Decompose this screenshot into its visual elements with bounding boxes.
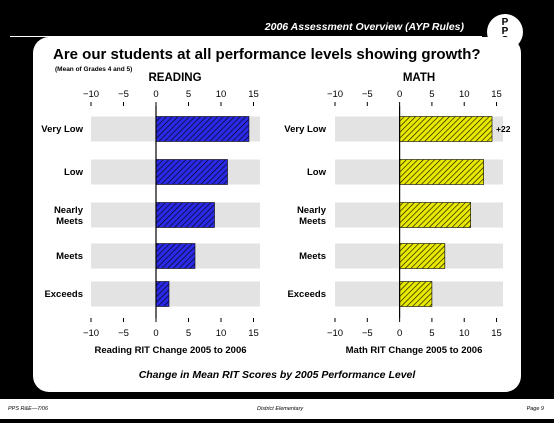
reading-tick-label-bottom-4: 10 — [216, 328, 227, 339]
math-chart: MATH −10 −10 −5 −5 0 0 5 5 10 10 15 15 +22 Very Low Low… — [284, 72, 510, 356]
math-category-label-0: Very Low — [284, 124, 326, 135]
reading-chart: READING −10 −10 −5 −5 0 0 5 5 10 10 15 15 Very Low Low… — [41, 72, 260, 356]
math-tick-label-top-4: 10 — [459, 89, 470, 100]
math-bar-1 — [399, 159, 484, 185]
math-tick-label-bottom-3: 5 — [429, 328, 434, 339]
reading-tick-label-bottom-5: 15 — [248, 328, 259, 339]
reading-tick-label-top-5: 15 — [248, 89, 259, 100]
reading-category-label-1: Low — [64, 167, 84, 178]
reading-bar-0 — [155, 116, 250, 142]
logo-letter-2: P — [501, 26, 509, 37]
chart-caption: Change in Mean RIT Scores by 2005 Perfor… — [139, 369, 417, 381]
math-bar-3 — [399, 243, 446, 269]
math-tick-label-top-2: 0 — [397, 89, 402, 100]
reading-tick-label-top-3: 5 — [186, 89, 191, 100]
math-category-label-4: Exceeds — [287, 289, 326, 300]
reading-tick-label-top-2: 0 — [153, 89, 158, 100]
footer-center: District Elementary — [257, 406, 304, 412]
math-category-label-2-line1: Nearly — [297, 205, 327, 216]
page-subtitle: (Mean of Grades 4 and 5) — [55, 66, 133, 73]
reading-category-label-0: Very Low — [41, 124, 83, 135]
math-bar-2 — [399, 202, 471, 228]
reading-tick-label-bottom-0: −10 — [83, 328, 99, 339]
reading-tick-label-bottom-2: 0 — [153, 328, 158, 339]
math-tick-label-bottom-0: −10 — [327, 328, 343, 339]
math-xlabel: Math RIT Change 2005 to 2006 — [346, 345, 483, 356]
math-tick-label-bottom-5: 15 — [491, 328, 502, 339]
math-bar-0 — [399, 116, 493, 142]
math-title: MATH — [403, 72, 435, 84]
reading-category-label-3: Meets — [56, 251, 83, 262]
math-bar-label-0: +22 — [496, 124, 511, 134]
footer-right: Page 9 — [526, 406, 544, 412]
header-title: 2006 Assessment Overview (AYP Rules) — [264, 21, 464, 33]
reading-bar-2 — [155, 202, 215, 228]
math-category-label-2-line2: Meets — [299, 216, 326, 227]
reading-tick-label-bottom-3: 5 — [186, 328, 191, 339]
math-tick-label-top-5: 15 — [491, 89, 502, 100]
reading-bar-3 — [155, 243, 196, 269]
reading-tick-label-top-1: −5 — [118, 89, 129, 100]
math-tick-label-top-0: −10 — [327, 89, 343, 100]
reading-bar-1 — [155, 159, 228, 185]
math-tick-label-top-1: −5 — [362, 89, 373, 100]
math-bar-4 — [399, 281, 433, 307]
footer: PPS R&E—7/06 District Elementary Page 9 — [0, 399, 554, 419]
math-category-label-3: Meets — [299, 251, 326, 262]
reading-tick-label-top-4: 10 — [216, 89, 227, 100]
reading-category-label-2-line1: Nearly — [54, 205, 84, 216]
footer-left: PPS R&E—7/06 — [8, 406, 49, 412]
math-tick-label-top-3: 5 — [429, 89, 434, 100]
reading-tick-label-bottom-1: −5 — [118, 328, 129, 339]
reading-xlabel: Reading RIT Change 2005 to 2006 — [94, 345, 246, 356]
header-rule — [10, 36, 482, 37]
reading-category-label-4: Exceeds — [44, 289, 83, 300]
math-tick-label-bottom-2: 0 — [397, 328, 402, 339]
math-category-label-1: Low — [307, 167, 327, 178]
reading-title: READING — [148, 72, 201, 84]
reading-bar-4 — [155, 281, 170, 307]
math-tick-label-bottom-4: 10 — [459, 328, 470, 339]
reading-track-4 — [91, 281, 260, 307]
math-tick-label-bottom-1: −5 — [362, 328, 373, 339]
reading-category-label-2-line2: Meets — [56, 216, 83, 227]
reading-tick-label-top-0: −10 — [83, 89, 99, 100]
logo-letter-1: P — [501, 17, 509, 28]
page-title: Are our students at all performance leve… — [53, 46, 481, 63]
